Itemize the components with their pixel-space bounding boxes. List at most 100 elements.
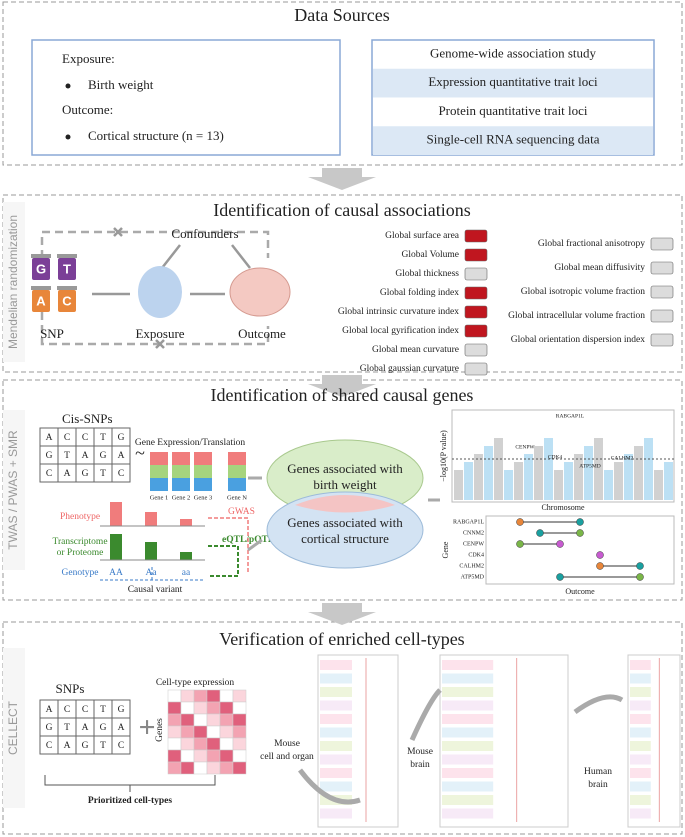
label: GWAS bbox=[228, 507, 255, 517]
dot bbox=[556, 573, 564, 581]
expression-cell bbox=[172, 478, 190, 491]
label: C bbox=[62, 293, 72, 308]
label: cortical structure bbox=[301, 531, 389, 546]
mini-row bbox=[442, 727, 494, 738]
label: Genome-wide association study bbox=[430, 45, 597, 60]
heat-cell bbox=[167, 737, 182, 751]
label: Gene Expression/Translation bbox=[135, 438, 245, 448]
label: RABGAP1L bbox=[556, 413, 585, 419]
label: T bbox=[100, 469, 106, 479]
label: AA bbox=[109, 568, 123, 578]
snp-tube bbox=[32, 258, 50, 280]
expression-cell bbox=[228, 465, 246, 478]
mini-row bbox=[630, 741, 651, 751]
label: C bbox=[46, 469, 52, 479]
expression-cell bbox=[194, 478, 212, 491]
mini-row bbox=[442, 795, 494, 805]
label: Single-cell RNA sequencing data bbox=[427, 132, 600, 147]
dot bbox=[576, 529, 584, 537]
heat-cell bbox=[180, 725, 195, 739]
heat-cell bbox=[206, 737, 221, 751]
label: Global intrinsic curvature index bbox=[338, 307, 459, 317]
mini-row bbox=[630, 687, 651, 697]
label: Confounders bbox=[171, 226, 238, 241]
bracket bbox=[44, 775, 216, 792]
mini-row bbox=[320, 700, 352, 711]
label: Outcome bbox=[565, 587, 595, 596]
trait-box bbox=[464, 305, 488, 319]
label: birth weight bbox=[313, 477, 377, 492]
venn-overlap bbox=[295, 495, 395, 513]
mini-row bbox=[320, 741, 352, 751]
manhattan-band bbox=[534, 446, 543, 500]
label: Global fractional anisotropy bbox=[538, 238, 645, 249]
heat-cell bbox=[193, 701, 208, 715]
trait-box bbox=[464, 286, 488, 300]
heat-cell bbox=[206, 761, 221, 775]
label: ~ bbox=[135, 443, 145, 463]
trait-box bbox=[464, 343, 488, 357]
label: Global isotropic volume fraction bbox=[521, 286, 646, 297]
label: G bbox=[82, 469, 89, 479]
dot bbox=[636, 562, 644, 570]
label: T bbox=[64, 723, 70, 733]
manhattan-band bbox=[494, 438, 503, 500]
dot bbox=[576, 518, 584, 526]
trait-box bbox=[464, 324, 488, 338]
mini-row bbox=[320, 673, 352, 684]
mini-row bbox=[630, 673, 651, 684]
heat-cell bbox=[180, 701, 195, 715]
manhattan-band bbox=[604, 470, 613, 500]
label: CENPW bbox=[463, 541, 484, 547]
heat-cell bbox=[180, 761, 195, 775]
manhattan-band bbox=[664, 462, 673, 500]
label: Genes associated with bbox=[287, 461, 403, 476]
heat-cell bbox=[219, 737, 234, 751]
mini-row bbox=[320, 781, 352, 792]
label: A bbox=[46, 433, 53, 443]
label: Genotype bbox=[62, 568, 99, 578]
mini-row bbox=[630, 714, 651, 724]
heat-cell bbox=[193, 737, 208, 751]
manhattan-band bbox=[594, 438, 603, 500]
trait-box bbox=[464, 248, 488, 262]
label: Genes associated with bbox=[287, 515, 403, 530]
snp-cell bbox=[111, 463, 131, 483]
snp-cap bbox=[57, 254, 77, 258]
label: Birth weight bbox=[88, 77, 154, 92]
snp-cell bbox=[111, 735, 131, 755]
label: CALHM2 bbox=[611, 455, 634, 461]
phenotype-bar bbox=[180, 519, 192, 526]
label: G bbox=[36, 261, 46, 276]
heat-cell bbox=[180, 713, 195, 727]
manhattan-band bbox=[504, 470, 513, 500]
label: Prioritized cell-types bbox=[88, 796, 172, 806]
label: SNPs bbox=[56, 681, 85, 696]
label: Global mean diffusivity bbox=[554, 262, 645, 273]
label: C bbox=[82, 433, 88, 443]
label: Cell-type expression bbox=[156, 678, 235, 688]
dot bbox=[536, 529, 544, 537]
label: ATP5MD bbox=[461, 574, 485, 580]
label: CENPW bbox=[515, 444, 535, 450]
heat-cell bbox=[193, 725, 208, 739]
mini-row bbox=[630, 808, 651, 819]
manhattan-band bbox=[484, 446, 493, 500]
heat-cell bbox=[167, 713, 182, 727]
label: CELLECT bbox=[6, 700, 20, 755]
snp-tube bbox=[58, 258, 76, 280]
label: Global mean curvature bbox=[372, 345, 459, 355]
eqtl-link bbox=[208, 545, 239, 577]
confounder-link bbox=[40, 230, 270, 346]
mini-row bbox=[442, 768, 494, 778]
label: Exposure bbox=[135, 326, 184, 341]
heat-cell bbox=[193, 761, 208, 775]
brain bbox=[229, 267, 291, 317]
label: C bbox=[46, 741, 52, 751]
manhattan-band bbox=[474, 454, 483, 500]
manhattan-band bbox=[544, 438, 553, 500]
bullet bbox=[65, 83, 71, 89]
label: ATP5MD bbox=[579, 463, 600, 469]
mini-row bbox=[442, 673, 494, 684]
heat-cell bbox=[193, 689, 208, 703]
